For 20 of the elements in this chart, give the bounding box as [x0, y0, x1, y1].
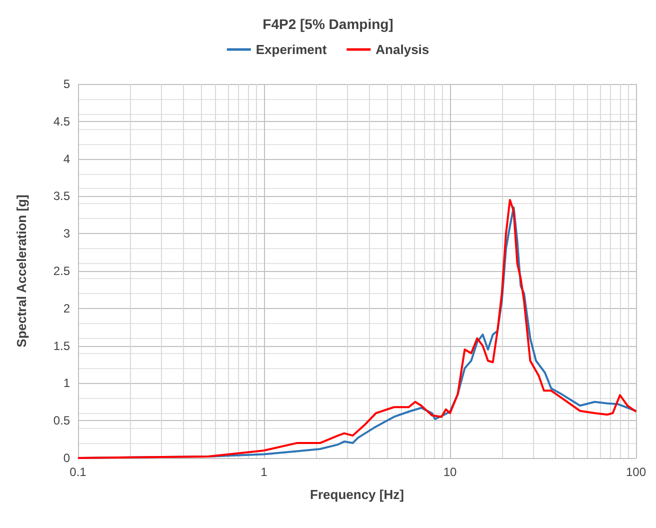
y-tick-label: 4	[63, 152, 70, 166]
x-tick-label: 1	[260, 465, 268, 479]
y-tick-label: 1.5	[53, 338, 70, 353]
chart-title: F4P2 [5% Damping]	[262, 16, 394, 32]
legend-label: Analysis	[376, 42, 430, 57]
y-tick-label: 2.5	[53, 264, 70, 278]
y-tick-label: 1	[63, 376, 70, 390]
y-tick-label: 3.5	[53, 189, 70, 204]
y-tick-label: 3	[63, 226, 70, 241]
y-tick-label: 0	[63, 451, 70, 465]
legend-label: Experiment	[256, 42, 328, 57]
y-tick-label: 5	[63, 77, 70, 91]
y-axis-title: Spectral Acceleration [g]	[14, 194, 29, 348]
x-tick-label: 100	[626, 465, 646, 479]
y-tick-label: 4.5	[53, 114, 70, 128]
y-tick-label: 0.5	[53, 414, 70, 428]
y-tick-label: 2	[63, 301, 70, 316]
x-tick-label: 10	[443, 465, 457, 479]
x-axis-title: Frequency [Hz]	[310, 487, 404, 502]
x-tick-label: 0.1	[70, 465, 87, 479]
